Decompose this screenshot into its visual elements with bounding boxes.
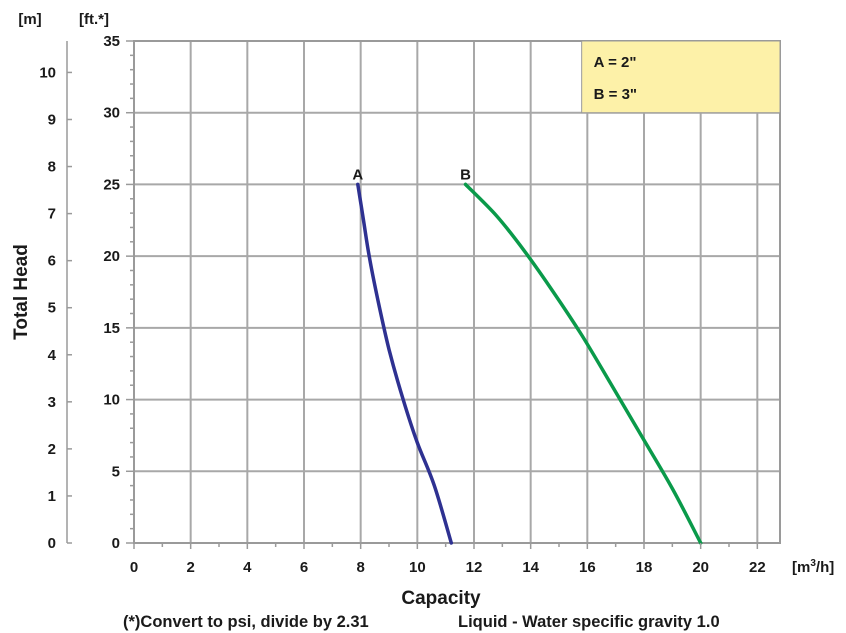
x-tick-label: 8 [356, 559, 364, 576]
y-tick-label-ft: 15 [103, 320, 120, 337]
x-tick-label: 16 [579, 559, 596, 576]
series-line-a [356, 182, 454, 545]
x-unit-label: [m3/h] [792, 558, 834, 576]
legend-box [581, 40, 781, 114]
y-tick-label-m: 5 [48, 300, 56, 317]
y-tick-label-ft: 10 [103, 392, 120, 409]
x-unit-start: [m [792, 559, 810, 576]
y-tick-label-ft: 25 [103, 176, 120, 193]
curve-label-a: A [352, 166, 363, 183]
y-tick-label-ft: 5 [112, 463, 120, 480]
y-tick-label-ft: 35 [103, 33, 120, 50]
y-tick-label-m: 7 [48, 206, 56, 223]
x-unit-end: /h] [816, 559, 834, 576]
y-tick-label-m: 8 [48, 159, 56, 176]
x-tick-label: 12 [466, 559, 483, 576]
x-unit-superscript: 3 [810, 558, 816, 569]
minor-ticks [126, 40, 759, 549]
y-tick-label-m: 2 [48, 441, 56, 458]
footnote-convert-psi: (*)Convert to psi, divide by 2.31 [123, 613, 369, 631]
y-tick-label-m: 3 [48, 394, 56, 411]
legend-entry-b: B = 3" [594, 86, 637, 103]
x-tick-label: 10 [409, 559, 426, 576]
y-tick-label-ft: 30 [103, 105, 120, 122]
y-tick-label-ft: 0 [112, 535, 120, 552]
footnote-liquid: Liquid - Water specific gravity 1.0 [458, 613, 720, 631]
y-unit-feet: [ft.*] [79, 11, 109, 28]
legend: A = 2" B = 3" [581, 40, 781, 114]
y-tick-label-m: 9 [48, 111, 56, 128]
x-tick-label: 18 [636, 559, 653, 576]
y-tick-label-m: 6 [48, 253, 56, 270]
x-tick-label: 20 [692, 559, 709, 576]
x-tick-label: 6 [300, 559, 308, 576]
grid [134, 41, 780, 543]
series-line-b [463, 182, 703, 545]
y-tick-labels-m: 0 1 2 3 4 5 6 7 8 9 10 [39, 41, 72, 552]
x-tick-label: 2 [186, 559, 194, 576]
y-axis-title: Total Head [11, 244, 32, 340]
y-tick-label-m: 0 [48, 535, 56, 552]
y-tick-label-ft: 20 [103, 248, 120, 265]
x-tick-label: 14 [522, 559, 539, 576]
x-tick-label: 0 [130, 559, 138, 576]
plot-frame [133, 40, 781, 544]
legend-entry-a: A = 2" [594, 54, 637, 71]
y-unit-meters: [m] [18, 11, 41, 28]
x-tick-labels: 0 2 4 6 8 10 12 14 16 18 20 22 [130, 559, 766, 576]
curve-label-b: B [460, 166, 471, 183]
y-tick-label-m: 10 [39, 64, 56, 81]
x-tick-label: 22 [749, 559, 766, 576]
x-axis-title: Capacity [401, 588, 481, 609]
y-tick-labels-ft: 0 5 10 15 20 25 30 35 [103, 33, 120, 552]
y-tick-label-m: 1 [48, 488, 56, 505]
x-tick-label: 4 [243, 559, 252, 576]
y-tick-label-m: 4 [48, 347, 57, 364]
